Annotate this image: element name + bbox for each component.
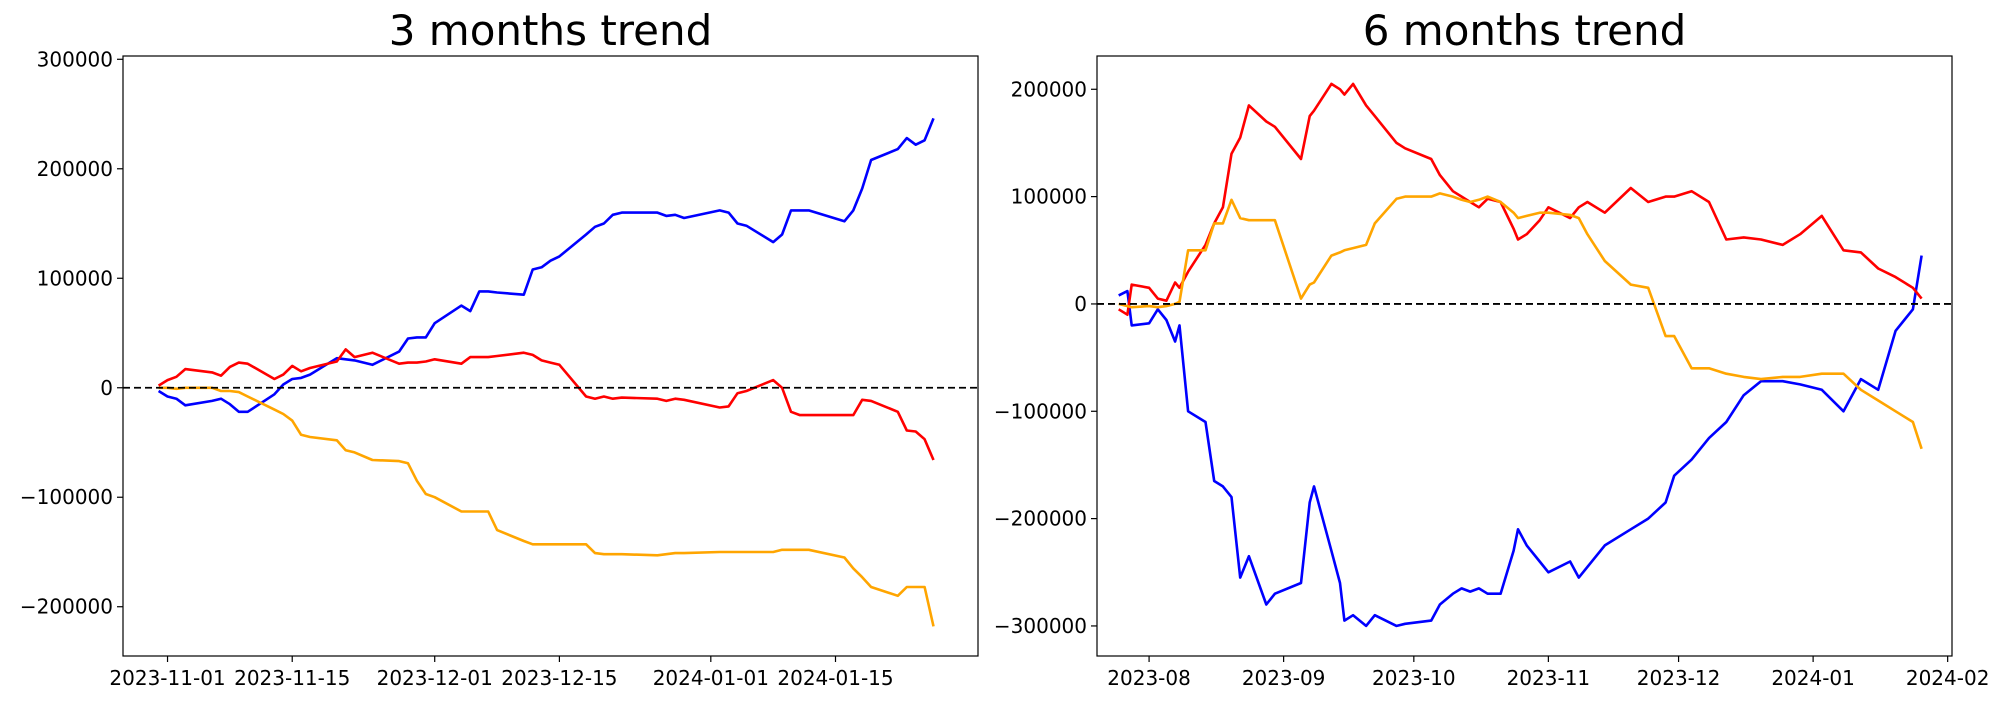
x-tick-label: 2023-11-01 <box>109 666 225 690</box>
y-tick-label: 200000 <box>37 157 113 181</box>
series-line-2 <box>157 348 935 461</box>
y-tick-label: −200000 <box>994 507 1087 531</box>
y-tick-label: 300000 <box>37 47 113 71</box>
series-line-3 <box>158 386 935 627</box>
x-tick-label: 2023-12-15 <box>501 666 617 690</box>
y-tick-label: 100000 <box>1011 185 1087 209</box>
panel-3-months-trend: 3 months trend −200000 −100000 0 100000 2000… <box>20 6 979 690</box>
y-tick-label: −100000 <box>994 399 1087 423</box>
x-tick-label: 2023-11-15 <box>234 666 350 690</box>
x-tick-label: 2024-01-01 <box>653 666 769 690</box>
y-tick-label: 0 <box>100 376 113 400</box>
x-tick-label: 2024-01 <box>1771 666 1855 690</box>
chart-title: 3 months trend <box>389 6 713 55</box>
y-tick-label: 100000 <box>37 266 113 290</box>
chart-title: 6 months trend <box>1363 6 1687 55</box>
y-tick-label: −200000 <box>20 595 113 619</box>
series-line-1 <box>1118 255 1923 628</box>
panel-6-months-trend: 6 months trend −300000 −200000 −100000 0 100… <box>994 6 1990 690</box>
x-tick-label: 2023-08 <box>1107 666 1191 690</box>
y-tick-label: −300000 <box>994 614 1087 638</box>
x-tick-label: 2024-02 <box>1906 666 1990 690</box>
series-line-2 <box>1118 82 1923 317</box>
series-line-1 <box>157 117 935 414</box>
x-tick-label: 2023-11 <box>1507 666 1591 690</box>
x-tick-label: 2023-12-01 <box>377 666 493 690</box>
plot-area-frame <box>1096 55 1953 657</box>
x-tick-label: 2023-10 <box>1372 666 1456 690</box>
series-line-3 <box>1118 192 1923 450</box>
x-tick-label: 2023-12 <box>1637 666 1721 690</box>
y-tick-label: 200000 <box>1011 77 1087 101</box>
x-tick-label: 2024-01-15 <box>777 666 893 690</box>
plot-area-frame <box>122 55 979 657</box>
y-tick-label: 0 <box>1074 292 1087 316</box>
y-tick-label: −100000 <box>20 485 113 509</box>
x-tick-label: 2023-09 <box>1242 666 1326 690</box>
